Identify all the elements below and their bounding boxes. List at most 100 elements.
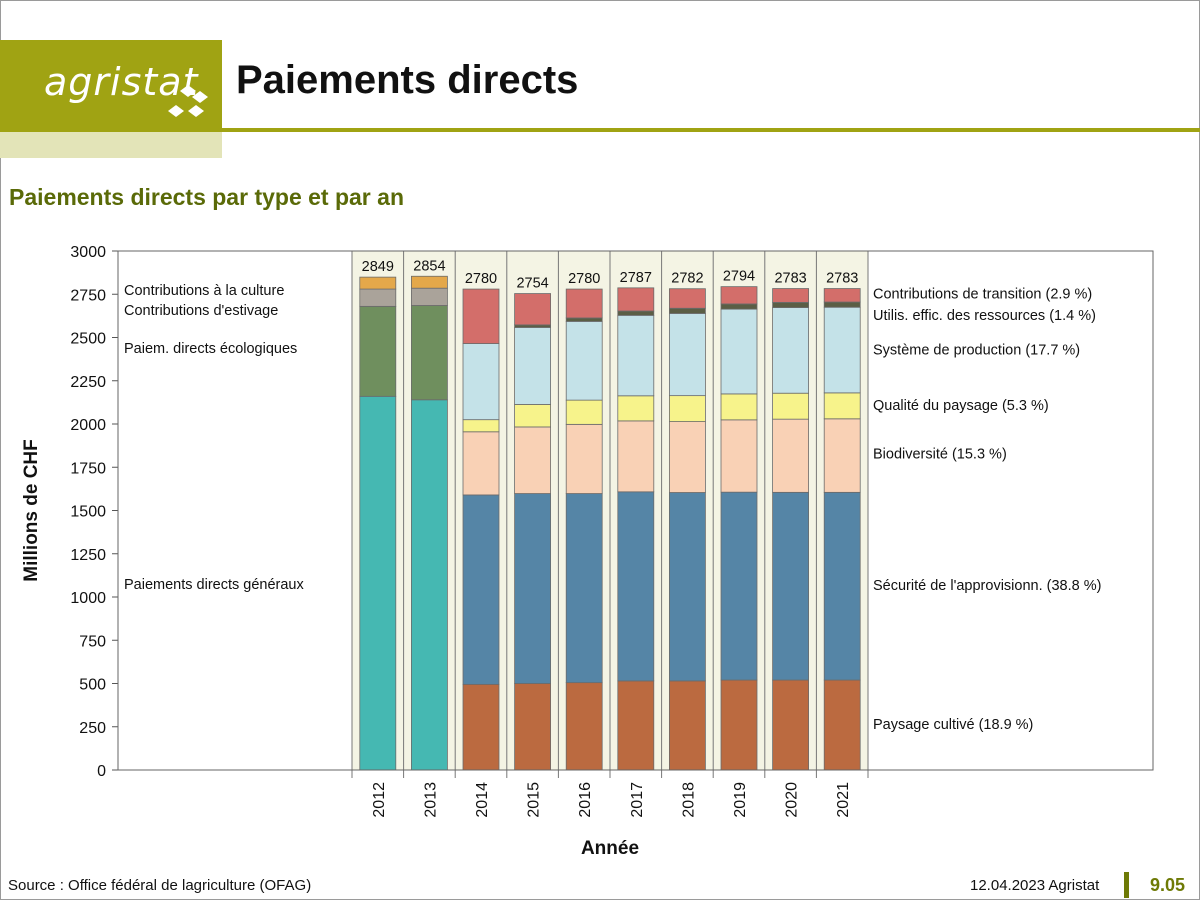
bar-segment — [823, 491, 861, 681]
bar-segment — [359, 395, 397, 771]
bar-segment — [359, 276, 397, 290]
y-tick-label: 2250 — [70, 374, 106, 391]
bar-segment — [514, 426, 551, 494]
y-tick-label: 0 — [97, 763, 106, 780]
footer-date: 12.04.2023 Agristat — [970, 877, 1100, 894]
bar-segment — [565, 493, 603, 684]
total-label: 2780 — [568, 271, 600, 287]
source-note: Source : Office fédéral de lagriculture … — [8, 877, 312, 894]
x-tick-label: 2017 — [629, 782, 646, 818]
x-tick-label: 2018 — [680, 782, 697, 818]
bar-segment — [720, 679, 758, 771]
logo-background — [0, 40, 222, 132]
bar-segment — [772, 679, 809, 771]
x-tick-label: 2019 — [732, 782, 749, 818]
bar-segment — [617, 287, 655, 312]
bar-segment — [669, 307, 706, 314]
bar-segment — [669, 288, 706, 309]
y-tick-label: 1500 — [70, 504, 106, 521]
bar-segment — [720, 303, 758, 310]
title-underline — [222, 128, 1200, 132]
total-label: 2754 — [516, 276, 548, 292]
x-tick-label: 2015 — [526, 782, 543, 818]
bar-segment — [720, 393, 758, 421]
y-tick-label: 2500 — [70, 331, 106, 348]
bar-segment — [462, 431, 500, 496]
bar-segment — [617, 395, 655, 422]
y-tick-label: 3000 — [70, 244, 106, 261]
legend-label-right: Utilis. effic. des ressources (1.4 %) — [873, 308, 1096, 324]
bar-segment — [669, 421, 706, 493]
bar-segment — [617, 680, 655, 771]
bar-segment — [617, 420, 655, 493]
total-label: 2854 — [413, 258, 445, 274]
legend-label-right: Contributions de transition (2.9 %) — [873, 286, 1092, 302]
legend-label-left: Contributions d'estivage — [124, 303, 278, 319]
plot-border — [117, 250, 1154, 771]
bar-segment — [669, 313, 706, 397]
total-label: 2783 — [826, 271, 858, 287]
chart-subtitle: Paiements directs par type et par an — [9, 184, 404, 210]
logo-strip — [0, 132, 222, 158]
bar-segment — [823, 288, 861, 303]
y-tick-label: 2750 — [70, 287, 106, 304]
bar-segment — [462, 419, 500, 433]
bar-segment — [823, 301, 861, 308]
bar-segment — [514, 293, 551, 326]
bar-segment — [720, 286, 758, 305]
y-tick-label: 1750 — [70, 460, 106, 477]
bar-segment — [617, 314, 655, 397]
bar-segment — [772, 392, 809, 420]
page-number: 9.05 — [1150, 875, 1186, 895]
bar-segment — [823, 306, 861, 394]
x-tick-label: 2021 — [835, 782, 852, 818]
bar-segment — [772, 301, 809, 308]
bar-segment — [514, 404, 551, 428]
total-label: 2780 — [465, 271, 497, 287]
y-tick-label: 250 — [79, 720, 106, 737]
y-tick-label: 500 — [79, 677, 106, 694]
legend-label-left: Paiem. directs écologiques — [124, 341, 297, 357]
total-label: 2849 — [362, 259, 394, 275]
bar-segment — [410, 305, 448, 401]
bar-segment — [669, 680, 706, 771]
bar-segment — [565, 288, 603, 319]
bar-segment — [514, 327, 551, 405]
total-label: 2787 — [620, 270, 652, 286]
bar-segment — [565, 321, 603, 401]
bar-segment — [720, 491, 758, 681]
bar-segment — [462, 288, 500, 344]
x-tick-label: 2012 — [371, 782, 388, 818]
legend-label-right: Qualité du paysage (5.3 %) — [873, 398, 1049, 414]
total-label: 2783 — [774, 271, 806, 287]
bar-segment — [772, 491, 809, 681]
bar-segment — [565, 423, 603, 494]
y-tick-label: 750 — [79, 633, 106, 650]
bar-segment — [514, 683, 551, 771]
legend-label-right: Biodiversité (15.3 %) — [873, 446, 1007, 462]
bar-segment — [410, 275, 448, 289]
x-tick-label: 2016 — [577, 782, 594, 818]
bar-segment — [772, 418, 809, 493]
y-tick-label: 2000 — [70, 417, 106, 434]
bar-segment — [720, 419, 758, 493]
bar-segment — [823, 418, 861, 493]
bar-segment — [772, 307, 809, 394]
bar-segment — [462, 683, 500, 771]
legend-label-left: Contributions à la culture — [124, 283, 284, 299]
bar-segment — [462, 343, 500, 421]
total-label: 2794 — [723, 269, 755, 285]
bar-segment — [669, 492, 706, 682]
stacked-bar-chart: 0 250 500 750 1000 1250 1500 1750 2000 2250 2500 27… — [21, 244, 1154, 859]
bar-segment — [565, 317, 603, 322]
x-axis-title: Année — [581, 838, 639, 859]
legend-label-right: Système de production (17.7 %) — [873, 343, 1080, 359]
agristat-logo: agristat — [44, 60, 199, 104]
bar-segment — [617, 310, 655, 316]
bar-segment — [617, 491, 655, 682]
agristat-logo-icon — [168, 85, 208, 117]
bar-segment — [565, 399, 603, 425]
bar-segment — [410, 399, 448, 771]
bar-segment — [410, 287, 448, 306]
y-axis-title: Millions de CHF — [21, 439, 42, 582]
